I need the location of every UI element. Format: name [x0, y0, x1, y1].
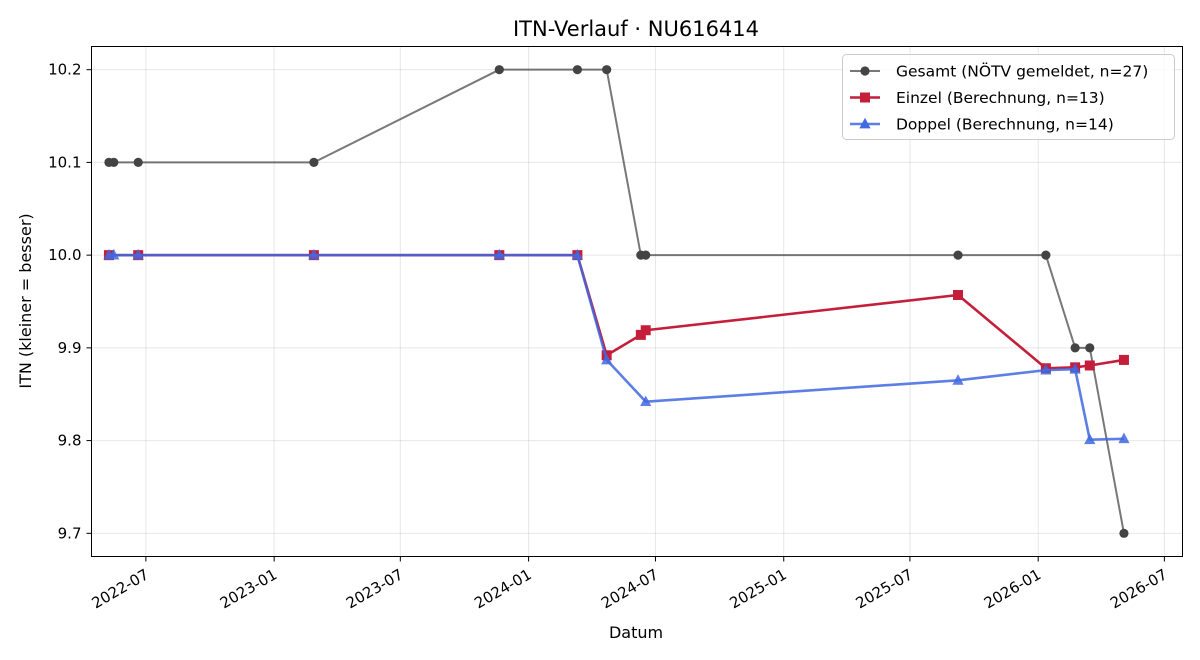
data-point	[1070, 343, 1080, 353]
legend-marker	[860, 92, 870, 103]
legend-label: Einzel (Berechnung, n=13)	[896, 89, 1105, 107]
data-point	[309, 157, 319, 168]
data-point	[1084, 360, 1095, 371]
legend-label: Doppel (Berechnung, n=14)	[896, 116, 1114, 134]
x-tick-label: 2024-01	[471, 565, 534, 612]
data-point	[571, 248, 583, 260]
data-point	[601, 353, 613, 365]
x-tick-label: 2024-07	[598, 565, 661, 612]
axis-ticks: 9.7 9.8 9.9 10.0 10.1 10.2 2022-07 2023-01 2023-…	[48, 61, 1170, 613]
x-tick-label: 2025-01	[726, 565, 789, 612]
series-line	[108, 253, 1125, 370]
x-tick-label: 2023-07	[343, 565, 406, 612]
data-point	[1040, 363, 1052, 375]
data-point	[1119, 528, 1129, 538]
x-tick-label: 2026-01	[981, 565, 1044, 612]
data-point	[308, 248, 320, 260]
chart-title: ITN-Verlauf · NU616414	[513, 17, 759, 41]
data-point	[133, 157, 143, 168]
data-point	[641, 250, 651, 260]
data-point	[493, 248, 505, 260]
series-2	[103, 250, 1129, 374]
data-point	[109, 157, 119, 168]
data-point	[1041, 250, 1051, 260]
legend-marker	[859, 117, 871, 129]
data-point	[640, 325, 651, 336]
x-tick-label: 2023-01	[217, 565, 280, 612]
y-tick-label: 10.0	[48, 246, 81, 264]
series-3	[103, 248, 1130, 445]
legend-label: Gesamt (NÖTV gemeldet, n=27)	[896, 62, 1148, 81]
series-line	[108, 68, 1125, 534]
data-point	[953, 250, 963, 260]
legend: Gesamt (NÖTV gemeldet, n=27) Einzel (Bere…	[842, 54, 1175, 140]
data-point	[108, 248, 120, 260]
data-point	[953, 290, 964, 301]
data-point	[1084, 433, 1096, 445]
y-tick-label: 9.9	[58, 339, 82, 357]
data-point	[572, 65, 582, 75]
data-point	[602, 65, 612, 75]
y-tick-label: 9.7	[58, 524, 82, 542]
y-tick-label: 9.8	[58, 432, 82, 450]
data-point	[952, 374, 964, 385]
legend-marker	[860, 66, 870, 76]
data-point	[1085, 343, 1095, 353]
data-point	[640, 395, 652, 407]
series-1	[104, 65, 1129, 538]
x-tick-label: 2026-07	[1107, 565, 1170, 612]
y-axis-title: ITN (kleiner = besser)	[16, 213, 35, 388]
series-layer	[103, 65, 1130, 538]
legend-item: Doppel (Berechnung, n=14)	[850, 116, 1114, 134]
data-point	[1118, 354, 1129, 365]
legend-box	[842, 54, 1175, 140]
legend-item: Einzel (Berechnung, n=13)	[850, 89, 1105, 107]
y-tick-label: 10.1	[48, 153, 81, 171]
data-point	[132, 248, 144, 260]
data-point	[1118, 432, 1130, 444]
y-tick-label: 10.2	[48, 61, 81, 79]
legend-item: Gesamt (NÖTV gemeldet, n=27)	[850, 62, 1148, 81]
data-point	[494, 65, 504, 75]
x-tick-label: 2025-07	[853, 565, 916, 612]
x-axis-title: Datum	[609, 623, 663, 642]
plot-frame	[91, 46, 1183, 557]
data-point	[1069, 362, 1081, 374]
x-tick-label: 2022-07	[89, 565, 152, 612]
